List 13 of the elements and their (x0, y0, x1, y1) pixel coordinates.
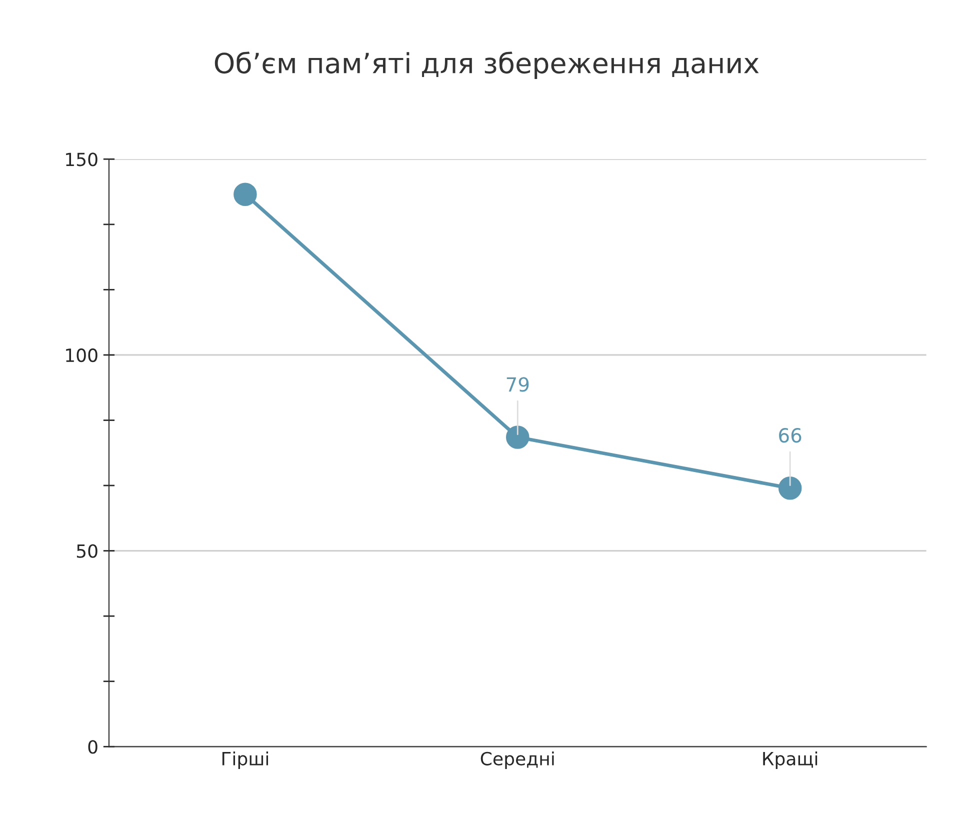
x-tick-label: Середні (480, 752, 554, 769)
x-tick-label: Гірші (222, 752, 268, 769)
point (234, 182, 257, 206)
point (506, 426, 530, 449)
x-tick-label: Кращі (763, 752, 818, 769)
y-tick-label: 0 (88, 740, 98, 754)
y-tick-label: 150 (66, 152, 98, 166)
data-label: 79 (506, 377, 529, 392)
chart-title: Об’єм пам’яті для збереження даних (214, 52, 759, 79)
y-tick-label: 50 (76, 544, 98, 558)
point (778, 476, 802, 500)
data-label: 66 (779, 428, 802, 443)
y-tick-label: 100 (66, 348, 98, 362)
